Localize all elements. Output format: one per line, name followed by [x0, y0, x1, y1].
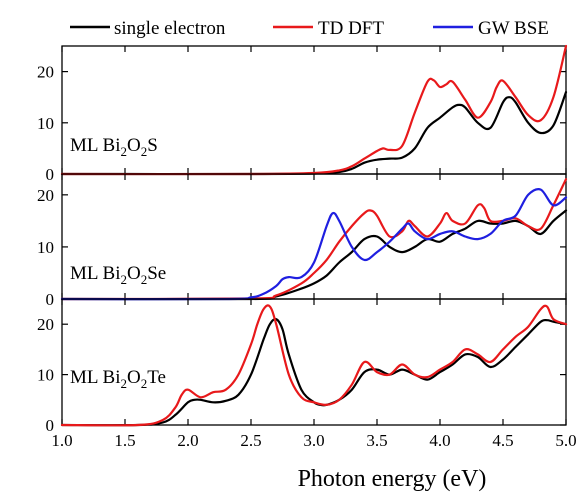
- y-tick-label: 10: [37, 366, 54, 385]
- x-tick-label: 1.5: [114, 431, 135, 450]
- y-tick-label: 20: [37, 186, 54, 205]
- panel-label: ML Bi2O2S: [70, 135, 158, 159]
- series-line-td-dft: [60, 304, 568, 427]
- x-tick-label: 4.0: [429, 431, 450, 450]
- panel-bi2o2s: 0 10 20 ML Bi2O2S: [37, 44, 568, 184]
- series-line-td-dft: [60, 44, 568, 176]
- x-tick-label: 4.5: [492, 431, 513, 450]
- series-line-gw-bse: [60, 187, 568, 301]
- y-tick-label: 10: [37, 238, 54, 257]
- series-line-single-electron: [60, 209, 568, 301]
- legend-label-td-dft: TD DFT: [318, 18, 384, 39]
- y-tick-label: 0: [46, 416, 55, 435]
- x-axis-label: Photon energy (eV): [298, 466, 487, 492]
- x-tick-label: 5.0: [555, 431, 576, 450]
- panel-label: ML Bi2O2Te: [70, 367, 166, 391]
- legend: single electron TD DFT GW BSE: [70, 18, 549, 39]
- y-tick-label: 10: [37, 114, 54, 133]
- legend-label-single-electron: single electron: [114, 18, 226, 39]
- x-tick-label: 3.5: [366, 431, 387, 450]
- y-tick-label: 20: [37, 315, 54, 334]
- series-line-single-electron: [60, 91, 568, 176]
- x-tick-labels: 1.0 1.5 2.0 2.5 3.0 3.5 4.0 4.5 5.0: [51, 431, 576, 450]
- x-tick-label: 1.0: [51, 431, 72, 450]
- y-tick-label: 0: [46, 165, 55, 184]
- panel-bi2o2se: 0 10 20 ML Bi2O2Se: [37, 173, 568, 309]
- legend-label-gw-bse: GW BSE: [478, 18, 549, 39]
- x-tick-label: 2.5: [240, 431, 261, 450]
- x-tick-label: 3.0: [303, 431, 324, 450]
- panel-bi2o2te: 0 10 20 ML Bi2O2Te: [37, 298, 568, 435]
- y-tick-label: 20: [37, 63, 54, 82]
- x-tick-label: 2.0: [177, 431, 198, 450]
- panel-label: ML Bi2O2Se: [70, 263, 166, 287]
- y-tick-label: 0: [46, 290, 55, 309]
